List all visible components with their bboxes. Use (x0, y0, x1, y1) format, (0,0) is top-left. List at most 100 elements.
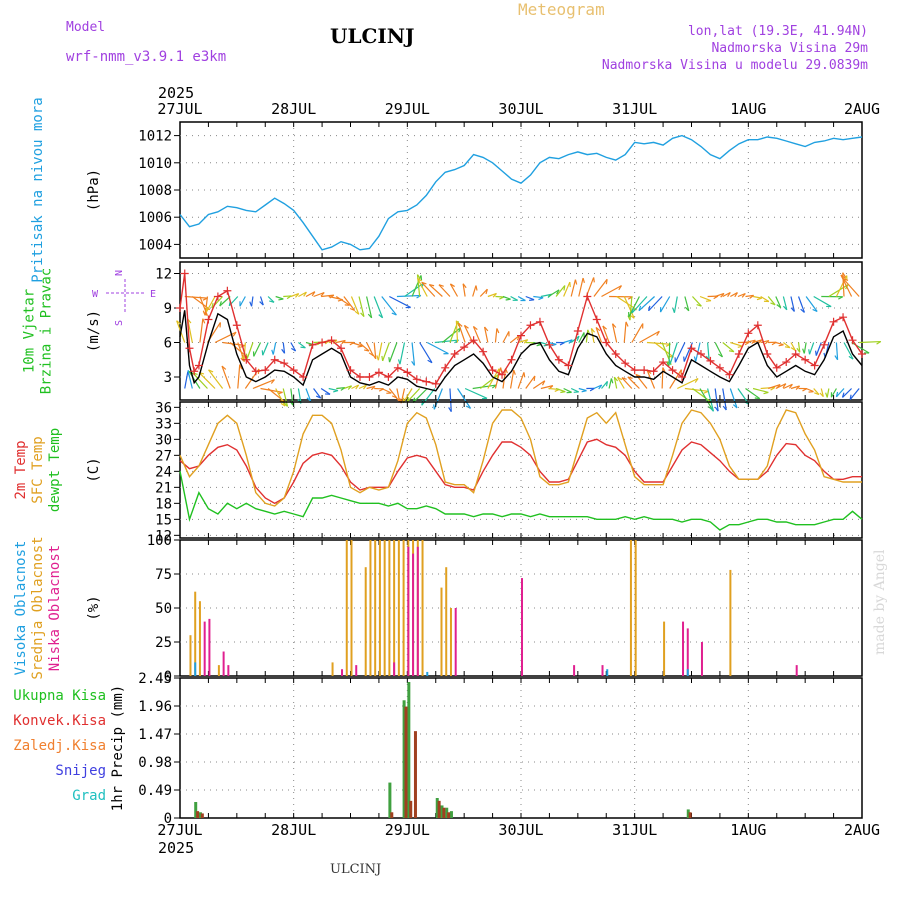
wind-arrow-head (281, 348, 286, 354)
y-tick-label: 24 (155, 464, 172, 480)
gust-marker (734, 350, 743, 358)
wind-arrow (760, 339, 770, 344)
wind-arrow-head (814, 392, 820, 396)
wind-arrow (219, 296, 231, 307)
y-tick-label: 21 (155, 480, 172, 496)
wind-arrow (629, 296, 633, 321)
gust-marker (318, 338, 327, 347)
wind-arrow (555, 285, 566, 297)
bar (402, 700, 406, 818)
y-tick-label: 12 (155, 267, 172, 283)
wind-arrow (494, 328, 498, 343)
gust-marker (327, 336, 336, 345)
wind-arrow (601, 285, 622, 298)
wind-arrow (722, 342, 735, 353)
wind-arrow (400, 388, 406, 404)
wind-arrow (646, 370, 656, 389)
legend-entry: dewpt Temp (47, 428, 63, 512)
wind-arrow-head (427, 359, 433, 364)
wind-arrow (411, 275, 422, 297)
compass-label: W (92, 289, 99, 300)
wind-arrow (775, 341, 784, 346)
bar (634, 540, 637, 676)
wind-arrow (388, 388, 398, 399)
wind-arrow-head (625, 321, 629, 327)
x-tick-label-bottom: 29JUL (385, 821, 430, 839)
gust-marker (630, 366, 639, 375)
model-label: Model (66, 20, 106, 35)
wind-arrow-head (429, 283, 435, 287)
wind-arrow (745, 294, 754, 298)
wind-arrow-head (598, 384, 603, 390)
bar (407, 546, 410, 676)
wind-arrow (648, 296, 663, 312)
wind-arrow-head (208, 369, 214, 373)
wind-arrow (570, 387, 579, 393)
wind-arrow-head (693, 356, 697, 362)
x-tick-label-top: 31JUL (612, 100, 657, 118)
gust-marker (355, 373, 364, 381)
wind-arrow (298, 291, 307, 298)
wind-arrow (358, 342, 370, 352)
gust-marker (772, 363, 781, 372)
y-tick-label: 100 (147, 533, 172, 549)
bar (606, 669, 609, 676)
wind-arrow-head (617, 376, 623, 381)
wind-arrow (434, 339, 459, 344)
gust-marker (242, 355, 251, 364)
gust-marker (545, 340, 554, 349)
wind-arrow-head (438, 284, 444, 287)
x-tick-label-top: 28JUL (271, 100, 316, 118)
wind-arrow (797, 342, 801, 353)
wind-arrow-head (421, 281, 427, 285)
wind-arrow-head (756, 297, 762, 301)
wind-arrow-head (333, 389, 339, 393)
wind-arrow-head (840, 274, 846, 279)
wind-arrow-head (638, 305, 642, 311)
model-name: wrf-nmm_v3.9.1 e3km (66, 49, 227, 65)
wind-arrow (745, 388, 761, 400)
wind-arrow (464, 387, 488, 399)
wind-arrow (426, 341, 449, 355)
wind-arrow-head (770, 386, 776, 391)
wind-arrow (472, 285, 477, 297)
wind-arrow (828, 284, 849, 298)
wind-arrow (669, 342, 678, 365)
wind-arrow (381, 387, 392, 394)
wind-arrow (638, 296, 655, 312)
wind-arrow-head (754, 397, 760, 400)
wind-arrow-head (362, 384, 367, 390)
wind-arrow-head (734, 292, 738, 298)
gust-marker (460, 343, 469, 352)
bar (440, 805, 444, 818)
gust-marker (185, 344, 194, 353)
wind-arrow (859, 340, 881, 344)
wind-arrow (684, 296, 690, 311)
gust-marker (810, 361, 819, 370)
wind-arrow (790, 296, 795, 312)
x-tick-label-top: 1AUG (730, 100, 766, 118)
wind-arrow-head (668, 359, 671, 365)
wind-arrow-head (513, 369, 516, 375)
wind-arrow-head (516, 335, 520, 341)
wind-arrow (628, 296, 640, 318)
wind-arrow-head (406, 396, 409, 403)
bar (437, 800, 441, 818)
wind-arrow-head (202, 310, 206, 316)
wind-arrow-head (473, 325, 478, 331)
page-title: ULCINJ (330, 24, 415, 48)
wind-arrow-head (259, 301, 264, 306)
y-tick-label: 50 (155, 601, 172, 617)
wind-arrow (540, 385, 553, 390)
series-line (179, 310, 863, 392)
y-tick-label: 12 (155, 528, 172, 544)
bar (426, 671, 429, 676)
y-tick-label: 9 (164, 301, 172, 317)
wind-arrow (421, 281, 436, 297)
bar (601, 665, 604, 676)
gust-marker (848, 336, 857, 345)
gust-marker (592, 315, 601, 324)
gust-marker (820, 340, 829, 349)
wind-arrow (601, 380, 608, 389)
wind-arrow (214, 331, 237, 344)
